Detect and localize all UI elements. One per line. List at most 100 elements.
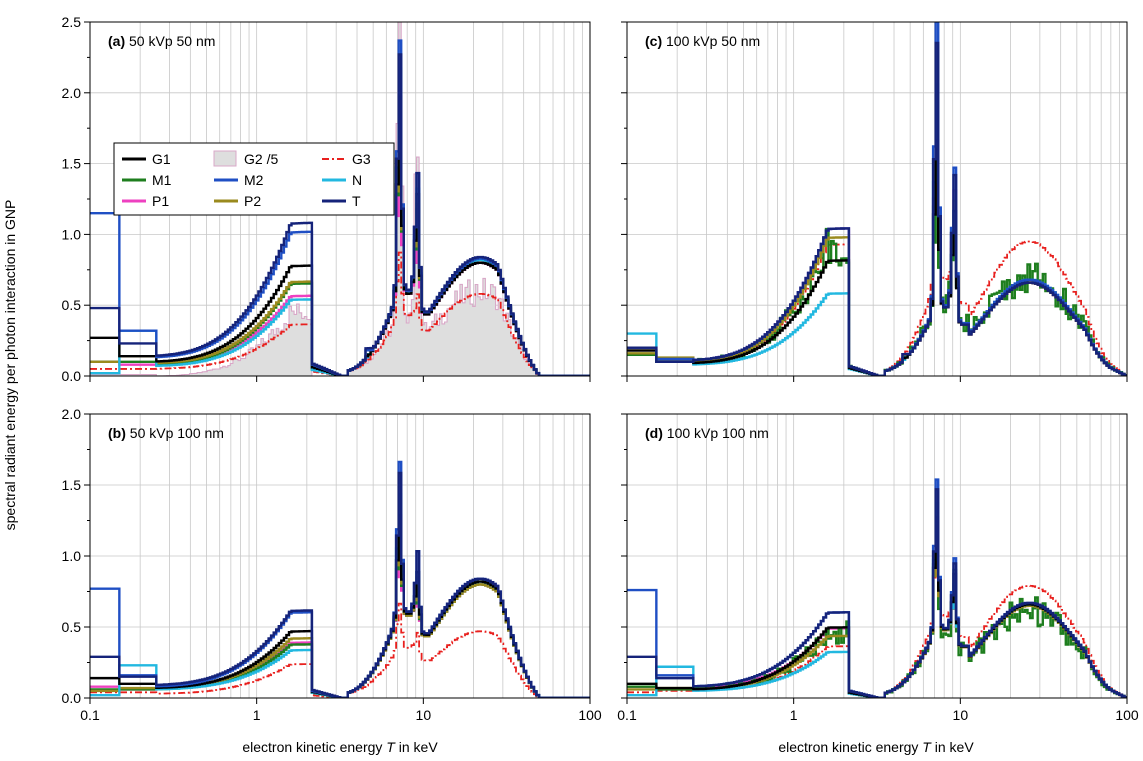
y-tick-label: 0.0 <box>62 368 82 384</box>
x-tick-label: 0.1 <box>617 707 637 723</box>
legend-label: G2 /5 <box>244 151 278 167</box>
series-line-m1 <box>627 542 1127 698</box>
chart-panel-d: 0.1 1 10 100 (d) 100 kVp 100 nm <box>617 413 1139 723</box>
x-axis-label-prefix: electron kinetic energy <box>242 739 386 755</box>
x-tick-label: 10 <box>416 707 432 723</box>
panel-title: (b) 50 kVp 100 nm <box>108 425 224 441</box>
series-group <box>90 22 590 376</box>
series-line-p1 <box>90 542 590 698</box>
y-tick-label: 0.5 <box>62 619 82 635</box>
series-line-m1 <box>90 528 590 698</box>
legend-label: N <box>352 172 362 188</box>
legend-label: P2 <box>244 193 261 209</box>
x-tick-label: 0.1 <box>80 707 100 723</box>
x-axis-label-prefix: electron kinetic energy <box>778 739 922 755</box>
panel-letter: (d) <box>645 425 663 441</box>
series-line-m2 <box>627 478 1127 698</box>
ticks <box>84 21 591 382</box>
y-axis-label: spectral radiant energy per photon inter… <box>2 200 18 531</box>
panel-letter: (b) <box>108 425 126 441</box>
y-tick-label: 0.5 <box>62 297 82 313</box>
panel-title: (c) 100 kVp 50 nm <box>645 33 760 49</box>
y-tick-label: 2.0 <box>62 85 82 101</box>
y-tick-label: 1.0 <box>62 226 82 242</box>
chart-panel-a: 0.0 0.5 1.0 1.5 2.0 2.5 (a) 50 kVp 50 nm G1 G2 /… <box>62 14 591 384</box>
x-tick-label: 1 <box>253 707 261 723</box>
panels: 0.0 0.5 1.0 1.5 2.0 2.5 (a) 50 kVp 50 nm G1 G2 /… <box>62 14 1139 723</box>
legend-label: M2 <box>244 172 264 188</box>
legend-label: M1 <box>152 172 172 188</box>
legend-item-g25: G2 /5 <box>213 150 278 167</box>
series-line-t <box>90 53 590 376</box>
series-line-g1 <box>627 516 1127 698</box>
x-axis-label-var: T <box>386 739 396 755</box>
series-line-t <box>627 41 1127 376</box>
ticks <box>84 413 591 704</box>
legend-item-n: N <box>322 172 362 188</box>
series-line-g1 <box>90 513 590 698</box>
series-line-t <box>627 488 1127 698</box>
panel-title: (d) 100 kVp 100 nm <box>645 425 769 441</box>
legend-label: T <box>352 193 361 209</box>
series-line-n <box>627 502 1127 698</box>
x-tick-label: 100 <box>578 707 602 723</box>
series-line-p1 <box>627 111 1127 376</box>
panel-condition: 50 kVp 50 nm <box>125 33 215 49</box>
series-line-g3 <box>90 602 590 698</box>
legend-item-g3: G3 <box>322 151 371 167</box>
y-tick-label: 2.0 <box>62 406 82 422</box>
series-group <box>90 460 590 698</box>
y-tick-label: 1.5 <box>62 156 82 172</box>
series-line-p2 <box>90 521 590 698</box>
legend-label: P1 <box>152 193 169 209</box>
grid <box>90 414 590 698</box>
legend-label: G1 <box>152 151 171 167</box>
legend-swatch <box>213 150 237 167</box>
ticks <box>621 413 1128 704</box>
ticks <box>621 21 1128 382</box>
grid <box>627 414 1127 698</box>
legend-item-t: T <box>322 193 361 209</box>
legend-label: G3 <box>352 151 371 167</box>
series-line-g3 <box>90 251 590 376</box>
panel-letter: (a) <box>108 33 125 49</box>
panel-condition: 50 kVp 100 nm <box>126 425 224 441</box>
legend-box <box>113 142 395 216</box>
x-axis-label-right: electron kinetic energy T in keV <box>778 739 974 755</box>
legend-item-p1: P1 <box>122 193 169 209</box>
chart-panel-b: 0.0 0.5 1.0 1.5 2.0 0.1 1 10 100 (b) 50 kVp 100 n… <box>62 406 602 723</box>
series-line-g1 <box>627 139 1127 376</box>
series-line-g3 <box>627 542 1127 698</box>
series-line-g3 <box>627 149 1127 376</box>
chart-panel-c: (c) 100 kVp 50 nm <box>621 21 1128 382</box>
panel-title: (a) 50 kVp 50 nm <box>108 33 215 49</box>
x-axis-label-left: electron kinetic energy T in keV <box>242 739 438 755</box>
series-line-m2 <box>627 22 1127 376</box>
panel-letter: (c) <box>645 33 662 49</box>
x-axis-label-suffix: in keV <box>931 739 974 755</box>
series-line-g25 <box>90 22 590 376</box>
plot-frame <box>626 21 1128 377</box>
series-line-m2 <box>90 460 590 698</box>
legend-item-m2: M2 <box>214 172 264 188</box>
series-group <box>627 22 1127 376</box>
panel-condition: 100 kVp 50 nm <box>662 33 760 49</box>
legend-item-m1: M1 <box>122 172 172 188</box>
legend-item-g1: G1 <box>122 151 171 167</box>
panel-condition: 100 kVp 100 nm <box>663 425 769 441</box>
x-tick-label: 1 <box>790 707 798 723</box>
grid <box>627 22 1127 376</box>
series-line-n <box>627 83 1127 376</box>
series-line-m1 <box>627 185 1127 376</box>
series-line-t <box>90 471 590 698</box>
y-tick-label: 0.0 <box>62 690 82 706</box>
y-tick-label: 1.5 <box>62 477 82 493</box>
x-tick-label: 10 <box>953 707 969 723</box>
y-tick-label: 2.5 <box>62 14 82 30</box>
y-tick-label: 1.0 <box>62 548 82 564</box>
x-axis-label-suffix: in keV <box>395 739 438 755</box>
x-tick-label: 100 <box>1115 707 1139 723</box>
legend-item-p2: P2 <box>214 193 261 209</box>
series-line-g1 <box>90 95 590 376</box>
